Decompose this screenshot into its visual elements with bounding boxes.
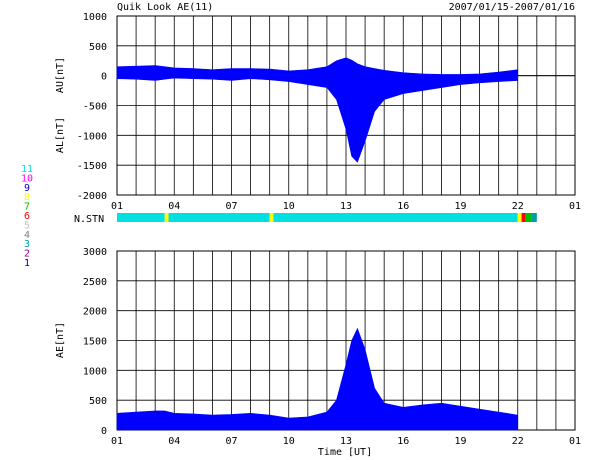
y-axis-label-ae: AE[nT] (55, 322, 66, 358)
station-segment (531, 213, 537, 222)
x-tick-label: 10 (283, 436, 295, 447)
station-segment (517, 213, 522, 222)
y-tick-label: 1000 (83, 366, 107, 377)
station-legend-entry: 10 (21, 173, 33, 184)
y-tick-label: 2500 (83, 277, 107, 288)
station-legend-entry: 2 (24, 249, 30, 260)
x-tick-label: 13 (340, 201, 352, 212)
y-tick-label: 0 (101, 72, 107, 83)
x-tick-label: 04 (168, 201, 180, 212)
x-tick-label: 19 (454, 201, 466, 212)
x-tick-label: 01 (569, 201, 581, 212)
y-tick-label: 500 (89, 396, 107, 407)
x-tick-label: 07 (225, 201, 237, 212)
y-tick-label: -1500 (77, 161, 107, 172)
ae-panel: 3000 2500 2000 1500 1000 500 0 01 04 07 10 13 16 19 22… (83, 247, 581, 447)
y-tick-label: -500 (83, 102, 107, 113)
station-segment (269, 213, 274, 222)
x-tick-label: 16 (397, 436, 409, 447)
x-tick-label: 19 (454, 436, 466, 447)
au-al-panel: 1000 500 0 -500 -1000 -1500 -2000 01 04 07 10 13 16 1… (77, 12, 581, 212)
x-tick-label: 04 (168, 436, 180, 447)
station-count-bar (117, 213, 537, 222)
x-tick-label: 01 (111, 201, 123, 212)
x-tick-label: 10 (283, 201, 295, 212)
station-segment (117, 213, 165, 222)
au-al-area (116, 57, 519, 163)
y-tick-label: 1500 (83, 337, 107, 348)
station-legend-entry: 6 (24, 211, 30, 222)
y-tick-label: 1000 (83, 12, 107, 23)
station-legend-entry: 5 (24, 220, 30, 231)
station-segment (164, 213, 169, 222)
station-legend-entry: 7 (24, 202, 30, 213)
station-legend-entry: 1 (24, 258, 30, 269)
x-tick-label: 01 (569, 436, 581, 447)
station-segment (168, 213, 270, 222)
chart-title: Quik Look AE(11) (117, 2, 213, 13)
y-tick-label: 2000 (83, 307, 107, 318)
y-tick-label: -1000 (77, 131, 107, 142)
x-tick-label: 16 (397, 201, 409, 212)
x-tick-label: 01 (111, 436, 123, 447)
x-tick-label: 22 (512, 436, 524, 447)
y-axis-label-au: AU[nT] (55, 57, 66, 93)
x-tick-label: 22 (512, 201, 524, 212)
date-range: 2007/01/15-2007/01/16 (449, 2, 575, 13)
station-segment (525, 213, 532, 222)
y-tick-label: -2000 (77, 191, 107, 202)
ae-area (116, 327, 519, 431)
x-tick-label: 13 (340, 436, 352, 447)
station-legend-entry: 11 (21, 164, 33, 175)
station-segment (521, 213, 526, 222)
y-tick-label: 3000 (83, 247, 107, 258)
y-tick-label: 0 (101, 426, 107, 437)
y-tick-label: 500 (89, 42, 107, 53)
station-bar-label: N.STN (74, 214, 104, 225)
station-legend-entry: 8 (24, 192, 30, 203)
station-legend-entry: 9 (24, 183, 30, 194)
station-legend-entry: 3 (24, 239, 30, 250)
station-legend-entry: 4 (24, 230, 30, 241)
x-axis-label: Time [UT] (318, 447, 372, 458)
x-tick-label: 07 (225, 436, 237, 447)
y-axis-label-al: AL[nT] (55, 117, 66, 153)
station-segment (273, 213, 518, 222)
